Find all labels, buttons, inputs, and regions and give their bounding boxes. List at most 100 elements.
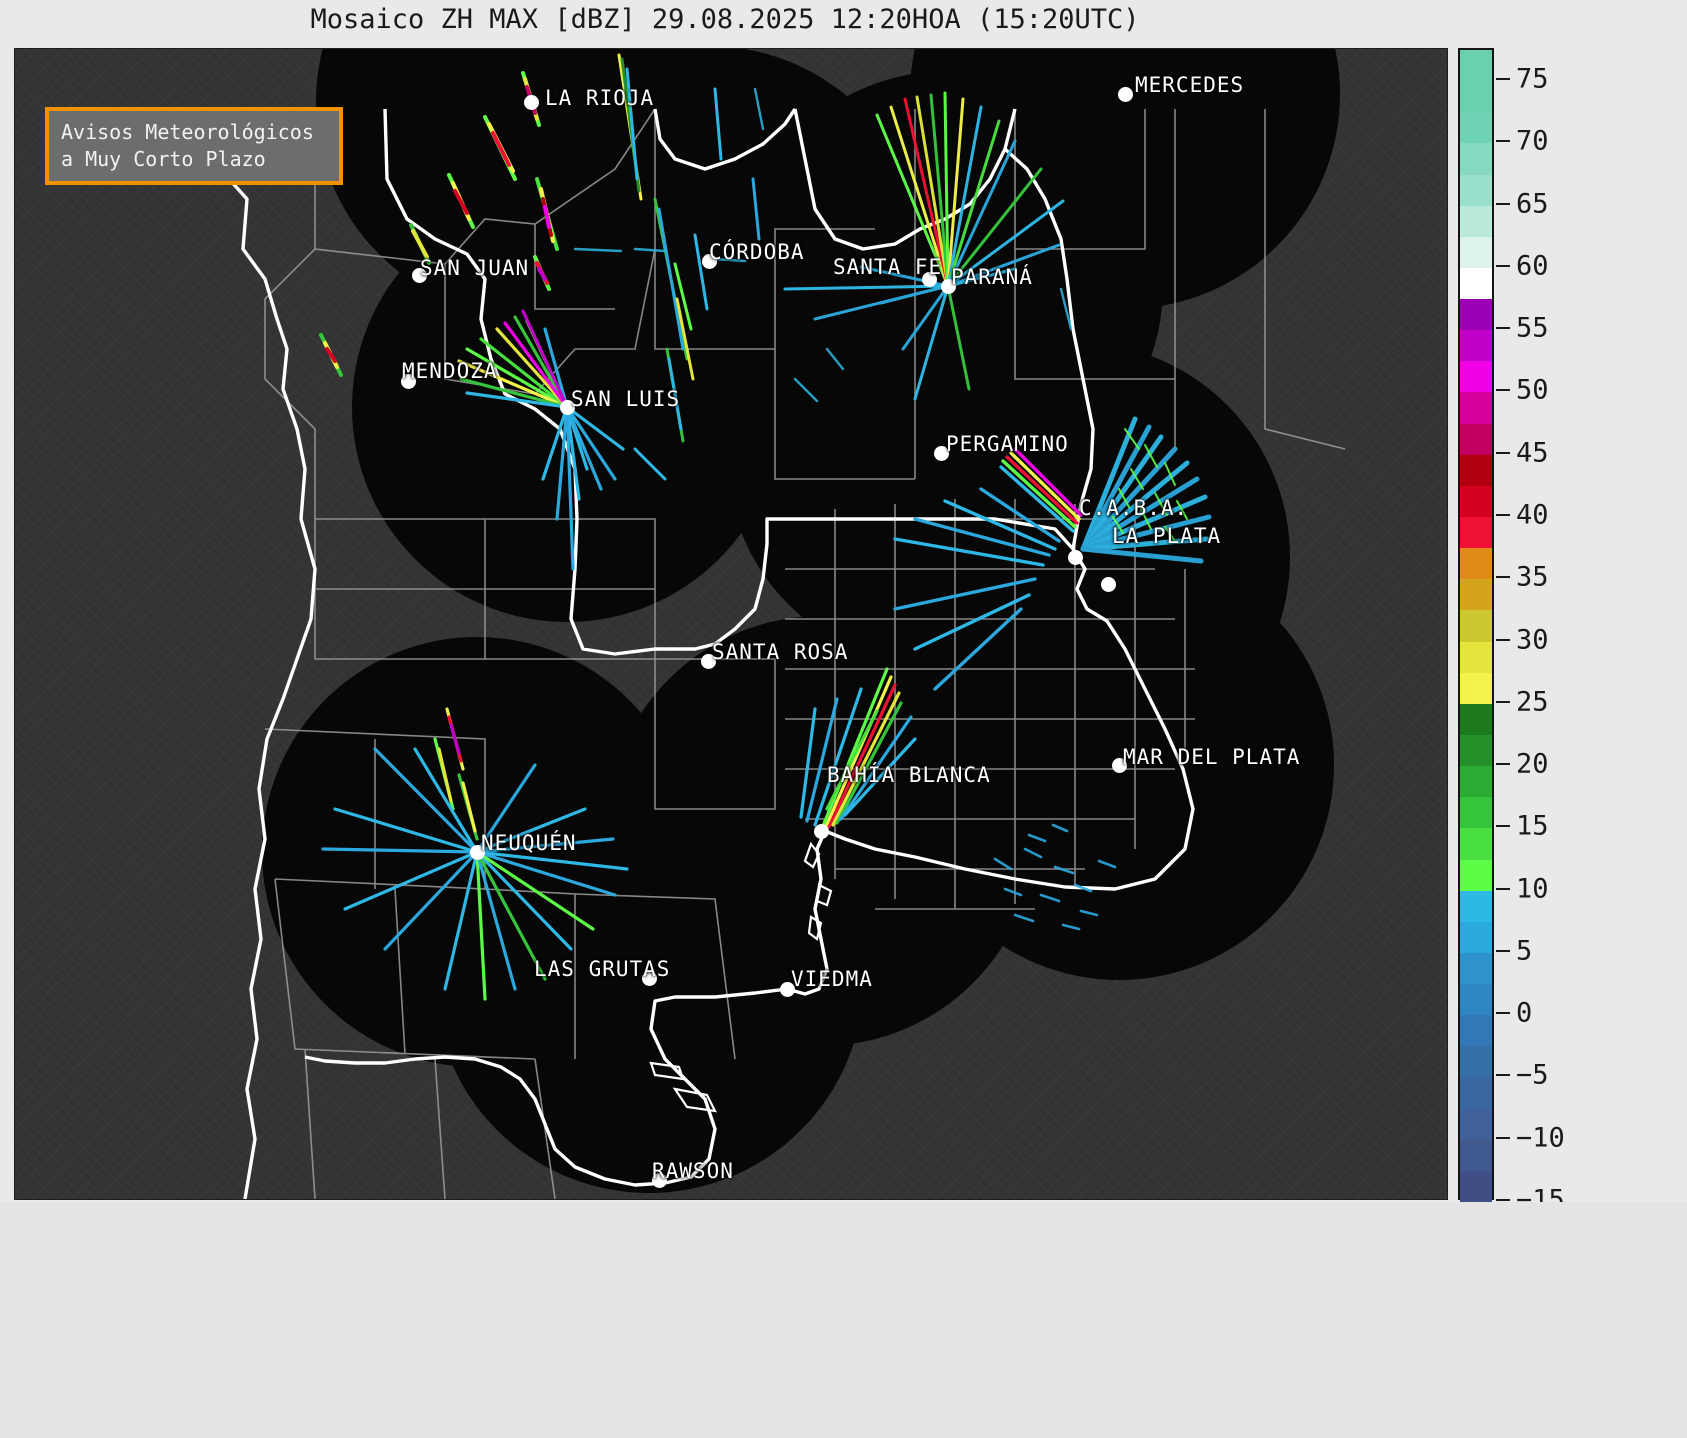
city-dot-bah-a-blanca[interactable] <box>813 823 829 839</box>
colorbar-band <box>1460 423 1492 456</box>
colorbar-band <box>1460 672 1492 705</box>
colorbar-tick-label: −10 <box>1516 1122 1565 1154</box>
colorbar-tick-label: 25 <box>1516 686 1549 718</box>
city-dot-las-grutas[interactable] <box>641 970 657 986</box>
city-dot-paran-[interactable] <box>940 278 956 294</box>
city-dot-c-a-b-a-[interactable] <box>1067 549 1083 565</box>
coastal-detail <box>649 841 833 1113</box>
city-label-c-rdoba: CÓRDOBA <box>709 240 805 264</box>
colorbar-band <box>1460 112 1492 144</box>
colorbar-tick <box>1496 763 1510 766</box>
colorbar-band <box>1460 174 1492 207</box>
colorbar-tick <box>1496 78 1510 81</box>
colorbar-band <box>1460 641 1492 674</box>
city-dot-santa-rosa[interactable] <box>700 653 716 669</box>
radar-map[interactable]: LA RIOJA MERCEDES SAN JUAN CÓRDOBA SANTA FE P… <box>14 48 1448 1200</box>
colorbar-tick-label: 30 <box>1516 624 1549 656</box>
colorbar-tick <box>1496 1074 1510 1077</box>
colorbar-band <box>1460 1015 1492 1047</box>
colorbar-tick-label: 0 <box>1516 997 1533 1029</box>
city-label-san-luis: SAN LUIS <box>571 387 681 411</box>
colorbar-tick-label: −5 <box>1516 1059 1549 1091</box>
geography-layer <box>209 53 1346 1199</box>
city-dot-neuqu-n[interactable] <box>469 844 485 860</box>
colorbar-gradient <box>1460 50 1492 1203</box>
footer-logos: Servicio Meteorológico Nacional Argentin… <box>0 1202 1687 1438</box>
radar-echoes <box>319 53 1212 1001</box>
colorbar-tick <box>1496 700 1510 703</box>
warning-line-2: a Muy Corto Plazo <box>61 147 266 171</box>
colorbar-band <box>1460 579 1492 612</box>
colorbar-band <box>1460 330 1492 362</box>
warning-annotation-box[interactable]: Avisos Meteorológicos a Muy Corto Plazo <box>45 107 343 185</box>
city-label-san-juan: SAN JUAN <box>420 256 530 280</box>
colorbar-band <box>1460 921 1492 954</box>
city-dot-san-juan[interactable] <box>411 267 427 283</box>
colorbar-tick-label: 40 <box>1516 499 1549 531</box>
colorbar-band <box>1460 734 1492 767</box>
city-label-la-plata: LA PLATA <box>1112 524 1222 548</box>
city-dot-mar-del-plata[interactable] <box>1111 757 1127 773</box>
colorbar-band <box>1460 50 1492 82</box>
colorbar-band <box>1460 1139 1492 1172</box>
colorbar-band <box>1460 143 1492 176</box>
colorbar-tick-label: 60 <box>1516 250 1549 282</box>
city-dot-la-plata[interactable] <box>1100 576 1116 592</box>
colorbar-band <box>1460 299 1492 331</box>
colorbar-tick <box>1496 140 1510 143</box>
city-dot-san-luis[interactable] <box>559 399 575 415</box>
colorbar-tick <box>1496 1136 1510 1139</box>
colorbar-band <box>1460 859 1492 892</box>
colorbar-band <box>1460 952 1492 985</box>
city-dot-viedma[interactable] <box>779 981 795 997</box>
colorbar-tick-label: 35 <box>1516 561 1549 593</box>
colorbar-band <box>1460 454 1492 487</box>
colorbar-ticks: 75 70 65 60 55 50 45 40 35 30 25 20 15 10 5 0 −5 −10 −15 <box>1496 48 1676 1216</box>
colorbar-tick-label: 45 <box>1516 437 1549 469</box>
city-label-santa-fe: SANTA FE <box>833 255 943 279</box>
colorbar-tick <box>1496 638 1510 641</box>
colorbar-tick <box>1496 389 1510 392</box>
city-dot-c-rdoba[interactable] <box>701 253 717 269</box>
city-dot-mendoza[interactable] <box>400 373 416 389</box>
city-label-viedma: VIEDMA <box>791 967 873 991</box>
colorbar-tick <box>1496 949 1510 952</box>
colorbar-band <box>1460 236 1492 269</box>
city-dot-santa-fe[interactable] <box>921 271 937 287</box>
colorbar-tick <box>1496 264 1510 267</box>
colorbar-tick-label: 65 <box>1516 188 1549 220</box>
city-label-la-rioja: LA RIOJA <box>545 86 655 110</box>
city-dot-rawson[interactable] <box>651 1172 667 1188</box>
province-boundaries <box>264 108 1346 1199</box>
colorbar-band <box>1460 267 1492 300</box>
city-label-c-a-b-a-: C.A.B.A. <box>1079 496 1189 520</box>
city-label-bah-a-blanca: BAHÍA BLANCA <box>827 763 991 787</box>
colorbar-band <box>1460 766 1492 798</box>
city-dot-pergamino[interactable] <box>933 445 949 461</box>
colorbar-tick-label: 50 <box>1516 374 1549 406</box>
colorbar-tick-label: 15 <box>1516 810 1549 842</box>
colorbar-tick-label: 75 <box>1516 63 1549 95</box>
colorbar-band <box>1460 797 1492 829</box>
city-dot-mercedes[interactable] <box>1117 86 1133 102</box>
colorbar-band <box>1460 361 1492 394</box>
colorbar-band <box>1460 81 1492 113</box>
colorbar-tick-label: 70 <box>1516 125 1549 157</box>
city-label-pergamino: PERGAMINO <box>946 432 1069 456</box>
warning-line-1: Avisos Meteorológicos <box>61 120 314 144</box>
colorbar-tick <box>1496 514 1510 517</box>
colorbar-tick <box>1496 887 1510 890</box>
colorbar-tick-label: 20 <box>1516 748 1549 780</box>
colorbar-tick <box>1496 327 1510 330</box>
colorbar-band <box>1460 703 1492 736</box>
colorbar-tick <box>1496 1012 1510 1015</box>
city-dot-la-rioja[interactable] <box>523 94 539 110</box>
colorbar-tick <box>1496 451 1510 454</box>
colorbar-tick-label: 5 <box>1516 935 1533 967</box>
city-label-mercedes: MERCEDES <box>1135 73 1245 97</box>
colorbar-band <box>1460 984 1492 1016</box>
page-title: Mosaico ZH MAX [dBZ] 29.08.2025 12:20HOA… <box>310 4 1140 35</box>
city-label-paran-: PARANÁ <box>951 265 1033 289</box>
national-border <box>209 108 1195 1199</box>
